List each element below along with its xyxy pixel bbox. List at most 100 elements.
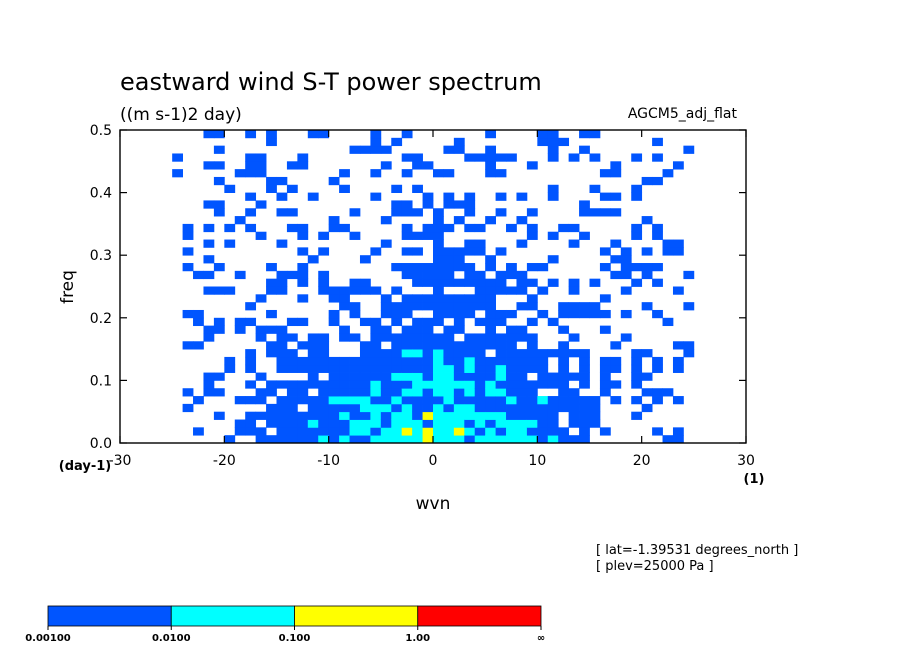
power-cell	[537, 349, 549, 358]
power-cell	[391, 372, 403, 381]
power-cell	[380, 419, 392, 428]
power-cell	[401, 270, 413, 280]
power-cell	[182, 247, 194, 256]
power-cell	[401, 263, 413, 272]
power-cell	[359, 356, 371, 366]
power-cell	[286, 349, 298, 358]
power-cell	[631, 372, 643, 381]
power-cell	[672, 427, 684, 436]
power-cell	[401, 169, 413, 178]
power-cell	[537, 356, 549, 366]
power-cell	[193, 341, 204, 350]
lat-info: [ lat=-1.39531 degrees_north ]	[596, 543, 798, 558]
power-cell	[328, 294, 340, 303]
power-cell	[245, 223, 257, 233]
colorbar-label: 0.0100	[152, 633, 191, 644]
power-cell	[433, 169, 444, 178]
power-cell	[568, 419, 580, 428]
power-cell	[412, 372, 423, 381]
power-cell	[662, 247, 674, 256]
power-cell	[495, 270, 507, 280]
power-cell	[297, 263, 309, 272]
power-cell	[568, 153, 580, 162]
power-cell	[464, 270, 476, 280]
power-cell	[672, 239, 684, 248]
power-cell	[380, 396, 392, 405]
power-cell	[203, 380, 215, 389]
power-cell	[422, 294, 434, 303]
power-cell	[245, 208, 257, 217]
power-cell	[234, 317, 246, 327]
power-cell	[412, 403, 423, 413]
power-cell	[495, 419, 507, 428]
power-cell	[537, 396, 549, 405]
power-cell	[558, 380, 570, 389]
power-cell	[558, 372, 570, 381]
power-cell	[547, 419, 559, 428]
colorbar-segment	[170, 605, 295, 627]
power-cell	[370, 169, 382, 178]
power-cell	[464, 309, 476, 319]
power-cell	[380, 302, 392, 311]
power-cell	[526, 317, 538, 327]
power-cell	[307, 411, 319, 420]
power-cell	[401, 325, 413, 334]
power-cell	[485, 325, 496, 334]
power-cell	[464, 341, 476, 350]
power-cell	[391, 388, 403, 397]
power-cell	[485, 161, 496, 170]
power-cell	[297, 427, 309, 436]
power-cell	[506, 435, 517, 444]
power-cell	[506, 388, 517, 397]
power-cell	[474, 435, 486, 444]
power-cell	[474, 349, 486, 358]
power-cell	[412, 333, 423, 342]
power-cell	[401, 153, 413, 162]
power-cell	[297, 231, 309, 240]
power-cell	[349, 364, 361, 373]
power-cell	[506, 309, 517, 319]
power-cell	[568, 309, 580, 319]
power-cell	[516, 325, 528, 334]
power-cell	[359, 278, 371, 287]
power-cell	[213, 200, 225, 209]
power-cell	[558, 137, 570, 147]
power-cell	[495, 286, 507, 295]
colorbar-segment	[294, 605, 419, 627]
power-cell	[266, 388, 277, 397]
power-cell	[193, 309, 204, 319]
power-cell	[620, 255, 632, 264]
power-cell	[526, 364, 538, 373]
power-cell	[380, 325, 392, 334]
power-cell	[662, 239, 674, 248]
power-cell	[433, 403, 444, 413]
power-cell	[422, 364, 434, 373]
power-cell	[558, 388, 570, 397]
power-cell	[349, 380, 361, 389]
power-cell	[641, 270, 653, 280]
power-cell	[286, 435, 298, 444]
power-cell	[631, 231, 643, 240]
power-cell	[255, 372, 267, 381]
power-cell	[672, 356, 684, 366]
power-cell	[213, 411, 225, 420]
power-cell	[443, 356, 455, 366]
power-cell	[401, 333, 413, 342]
power-cell	[506, 286, 517, 295]
power-cell	[401, 309, 413, 319]
axes: -30 -20 -10 0 10 20 30 0.0 0.1 0.2 0.3 0.4 0.5	[90, 123, 755, 469]
power-cell	[672, 161, 684, 170]
power-cell	[526, 419, 538, 428]
power-cell	[464, 396, 476, 405]
power-cell	[558, 435, 570, 444]
power-cell	[401, 396, 413, 405]
power-cell	[370, 137, 382, 147]
power-cell	[526, 263, 538, 272]
power-cell	[307, 341, 319, 350]
power-cell	[526, 396, 538, 405]
power-cell	[453, 294, 465, 303]
power-cell	[339, 169, 350, 178]
power-cell	[318, 427, 330, 436]
power-cell	[568, 403, 580, 413]
power-cell	[443, 325, 455, 334]
